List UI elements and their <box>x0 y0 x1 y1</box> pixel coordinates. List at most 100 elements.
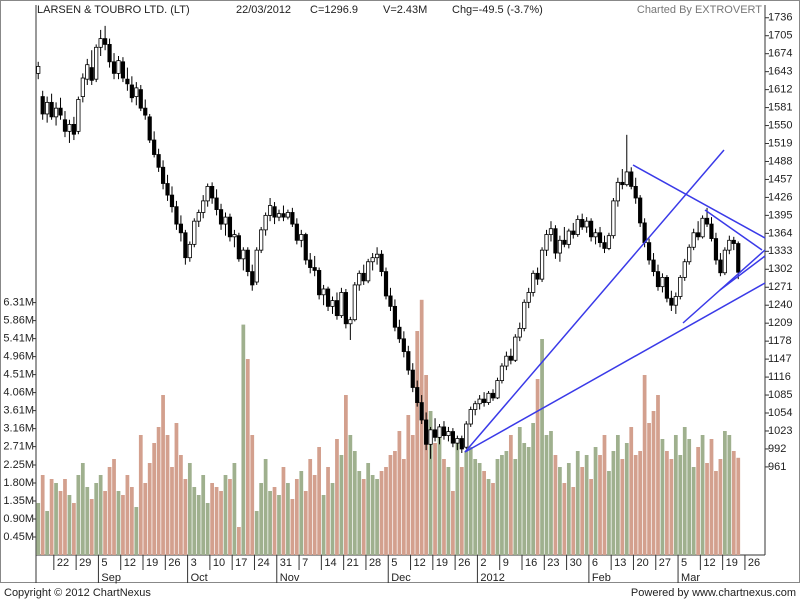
volume-bar <box>138 435 143 555</box>
date: 22/03/2012 <box>236 4 291 16</box>
y-tick-label: 1147 <box>768 353 792 365</box>
volume-bar <box>348 435 353 555</box>
x-tick-label: 7 <box>302 557 308 569</box>
volume-tick-label: 5.41M <box>3 333 34 345</box>
volume-bar <box>174 423 179 555</box>
candle-body <box>361 272 366 282</box>
candle-body <box>553 228 558 254</box>
candle-body <box>611 200 616 237</box>
volume-bar <box>76 475 81 555</box>
trend-lines <box>464 149 766 453</box>
month-label: Oct <box>191 572 208 584</box>
volume-bar <box>152 443 157 555</box>
volume-bar <box>201 475 206 555</box>
volume-tick-label: 4.06M <box>3 387 34 399</box>
volume-tick-label: 5.86M <box>3 315 34 327</box>
volume-bar <box>495 459 500 555</box>
candle-body <box>606 235 612 249</box>
x-tick-label: 5 <box>681 557 687 569</box>
candle-body <box>183 232 188 259</box>
x-tick-label: 17 <box>235 557 247 569</box>
candle-body <box>557 239 562 254</box>
volume-bar <box>401 459 406 555</box>
volume-tick-label: 1.80M <box>3 477 34 489</box>
candle-body <box>152 139 157 155</box>
y-tick-label: 1116 <box>768 371 791 383</box>
volume-bar <box>317 447 322 555</box>
candle-body <box>218 209 224 225</box>
volume-bar <box>562 483 567 555</box>
y-tick-label: 1209 <box>768 317 792 329</box>
volume-bar <box>112 459 116 555</box>
candle-body <box>580 219 585 228</box>
candle-body <box>406 351 411 371</box>
volume-bar <box>517 427 522 555</box>
volume-bar <box>575 451 580 555</box>
copyright: Copyright © 2012 ChartNexus <box>4 587 151 599</box>
volume-bar <box>290 499 295 555</box>
volume-bar <box>219 491 223 555</box>
candle-body <box>357 272 362 286</box>
volume-bar <box>223 475 228 555</box>
volume-bar <box>464 451 469 555</box>
volume-bar <box>205 503 210 555</box>
volume-bar <box>451 491 455 555</box>
volume-bar <box>486 479 491 555</box>
x-tick-label: 29 <box>79 557 91 569</box>
candle-body <box>419 402 424 421</box>
candle-body <box>562 239 567 245</box>
volume-bar <box>673 435 678 555</box>
volume-bar <box>321 495 326 555</box>
candle-body <box>548 228 554 235</box>
volume-bar <box>455 443 460 555</box>
volume-bar <box>263 459 268 555</box>
close: C=1296.9 <box>310 4 358 16</box>
volume-bar <box>459 467 464 555</box>
volume-bar <box>98 475 103 555</box>
volume-tick-label: 4.51M <box>3 369 34 381</box>
volume-tick-label: 3.16M <box>3 423 34 435</box>
volume-bar <box>196 495 201 555</box>
x-tick-label: 12 <box>414 557 426 569</box>
volume-bar <box>254 511 259 555</box>
volume-bar <box>535 379 540 555</box>
volume-bar <box>103 491 107 555</box>
candle-body <box>539 249 545 280</box>
y-tick-label: 1581 <box>768 101 792 113</box>
candle-body <box>111 61 117 74</box>
volume-bar <box>473 459 478 555</box>
volume-bar <box>384 467 388 555</box>
y-tick-label: 992 <box>768 443 786 455</box>
candle-body <box>410 369 415 388</box>
x-tick-label: 31 <box>280 557 292 569</box>
volume-bar <box>544 435 549 555</box>
volume-bar <box>615 435 620 555</box>
x-tick-label: 21 <box>347 557 359 569</box>
volume-bar <box>161 395 165 555</box>
candle-body <box>174 206 179 225</box>
candle-body <box>210 186 215 199</box>
candle-body <box>593 232 598 238</box>
volume-bar <box>241 324 246 555</box>
volume-bar <box>446 467 451 555</box>
candle-body <box>267 205 273 216</box>
candle-body <box>424 419 429 445</box>
volume-value: V=2.43M <box>383 4 427 16</box>
x-tick-label: 26 <box>458 557 470 569</box>
candle-body <box>709 223 714 239</box>
candle-body <box>379 253 384 272</box>
volume-bar <box>589 479 593 555</box>
y-tick-label: 1178 <box>768 335 792 347</box>
volume-bar <box>236 527 241 555</box>
candle-body <box>704 217 710 225</box>
month-label: Nov <box>280 572 300 584</box>
volume-bar <box>147 463 152 555</box>
candle-body <box>736 243 741 273</box>
candle-body <box>682 261 687 278</box>
volume-bar <box>731 451 736 555</box>
candle-body <box>120 61 126 79</box>
candle-body <box>45 101 50 115</box>
volume-bar <box>410 435 415 555</box>
volume-bar <box>624 443 629 555</box>
volume-bar <box>593 447 598 555</box>
